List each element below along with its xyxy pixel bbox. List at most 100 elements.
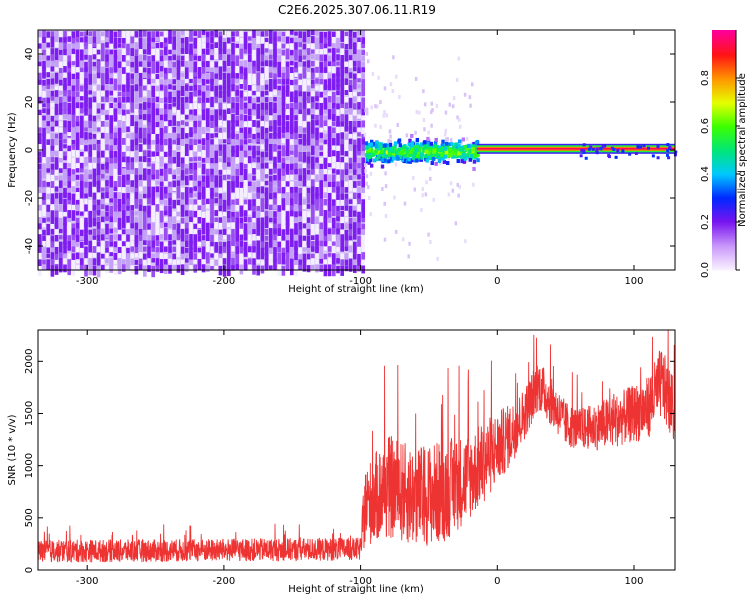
noise-cell [248,264,252,271]
noise-cell [311,127,315,138]
sparse-speckle [384,184,388,189]
burst-cell [388,142,393,147]
noise-cell [38,210,42,221]
sparse-speckle [449,181,453,186]
noise-cell [294,127,298,134]
noise-cell [63,258,67,264]
tone-fleck [656,145,660,149]
noise-cell [319,186,323,197]
noise-cell [155,180,160,185]
noise-cell [227,192,231,201]
noise-cell [243,43,248,54]
noise-cell [176,109,181,119]
noise-cell [84,258,88,269]
noise-cell [54,253,59,266]
noise-cell [235,145,239,153]
noise-cell [206,102,210,108]
noise-cell [298,151,302,159]
noise-cell [252,199,256,210]
noise-cell [101,216,105,225]
sparse-speckle [394,162,398,167]
noise-cell [130,97,134,106]
noise-cell [164,210,168,216]
noise-cell [353,229,357,235]
noise-cell [256,91,260,99]
noise-cell [340,132,344,140]
noise-cell [332,258,336,269]
noise-cell [159,132,164,144]
colorbar-tick-label: 0.2 [700,214,711,230]
noise-cell [344,253,349,263]
noise-cell [298,175,302,186]
noise-cell [189,78,193,83]
noise-cell [269,217,273,223]
noise-cell [189,162,193,171]
noise-cell [327,84,332,91]
noise-cell [260,102,265,111]
noise-cell [101,174,105,179]
sparse-speckle [365,181,368,186]
noise-cell [92,102,97,110]
noise-cell [134,55,139,68]
noise-cell [109,228,113,234]
noise-cell [340,36,344,43]
noise-cell [235,55,239,64]
noise-cell [210,223,214,231]
noise-cell [113,204,118,215]
noise-cell [210,163,214,169]
noise-cell [71,61,76,66]
noise-cell [319,138,323,143]
noise-cell [336,54,340,61]
noise-cell [134,49,139,58]
noise-cell [269,210,273,221]
noise-cell [281,97,286,106]
noise-cell [239,246,244,254]
noise-cell [38,84,42,93]
noise-cell [75,138,80,147]
noise-cell [147,139,151,146]
noise-cell [206,229,210,241]
colorbar-step [712,160,736,163]
noise-cell [319,264,323,272]
noise-cell [336,210,340,221]
noise-cell [281,229,286,241]
noise-cell [323,162,328,174]
noise-cell [285,168,290,178]
noise-cell [168,60,172,68]
noise-cell [294,133,298,144]
noise-cell [294,192,298,201]
noise-cell [96,199,101,210]
burst-cell [382,143,387,148]
noise-cell [222,162,227,175]
noise-cell [218,73,223,82]
noise-cell [117,73,122,81]
noise-cell [231,228,235,238]
noise-cell [214,205,218,214]
noise-cell [222,186,227,192]
noise-cell [180,241,185,248]
noise-cell [239,181,244,194]
colorbar-step [712,92,736,95]
noise-cell [281,163,286,172]
noise-cell [319,180,323,193]
noise-cell [218,127,223,134]
noise-cell [109,241,113,247]
noise-cell [122,109,126,120]
noise-cell [298,222,302,232]
noise-cell [239,150,244,159]
noise-cell [164,121,168,129]
noise-cell [71,144,76,150]
noise-cell [319,72,323,81]
noise-cell [155,174,160,180]
noise-cell [277,252,281,261]
noise-cell [285,223,290,232]
noise-cell [353,37,357,47]
noise-cell [357,84,361,89]
colorbar-step [712,174,736,177]
colorbar: 0.00.20.40.60.8 Normalized spectral ampl… [700,30,748,278]
burst-cell [391,148,395,153]
burst-cell [380,155,385,160]
snr-ytick-label: 0 [24,567,35,573]
noise-cell [332,31,336,38]
noise-cell [92,181,97,187]
